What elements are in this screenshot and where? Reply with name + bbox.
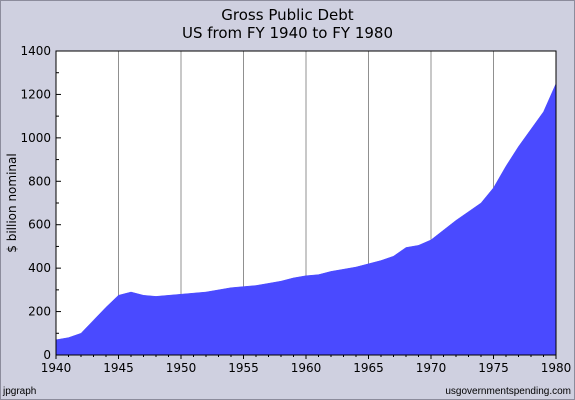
y-tick-label-1400: 1400	[20, 44, 51, 58]
y-tick-label-400: 400	[28, 261, 51, 275]
x-tick-label-1955: 1955	[228, 361, 259, 375]
y-axis-title: $ billion nominal	[5, 153, 19, 252]
x-tick-label-1965: 1965	[353, 361, 384, 375]
y-tick-label-1000: 1000	[20, 131, 51, 145]
y-tick-label-600: 600	[28, 218, 51, 232]
debt-area	[55, 83, 557, 356]
x-tick-label-1970: 1970	[416, 361, 447, 375]
x-tick-label-1975: 1975	[478, 361, 509, 375]
axis-ticks	[55, 50, 557, 359]
y-tick-label-200: 200	[28, 305, 51, 319]
y-tick-label-0: 0	[43, 348, 51, 362]
y-tick-label-800: 800	[28, 174, 51, 188]
x-tick-label-1950: 1950	[166, 361, 197, 375]
chart-title: Gross Public Debt	[221, 6, 354, 24]
x-tick-label-1945: 1945	[103, 361, 134, 375]
y-tick-label-1200: 1200	[20, 87, 51, 101]
axis-tick-labels: 0 200 400 600 800 1000 1200 1400 1940 1945 1950 195…	[20, 44, 571, 375]
x-tick-label-1940: 1940	[41, 361, 72, 375]
x-tick-label-1980: 1980	[541, 361, 572, 375]
chart-subtitle: US from FY 1940 to FY 1980	[181, 24, 393, 42]
footer-credit-source: usgovernmentspending.com	[445, 386, 571, 397]
footer-credit-jpgraph: jpgraph	[3, 386, 37, 397]
x-tick-label-1960: 1960	[291, 361, 322, 375]
